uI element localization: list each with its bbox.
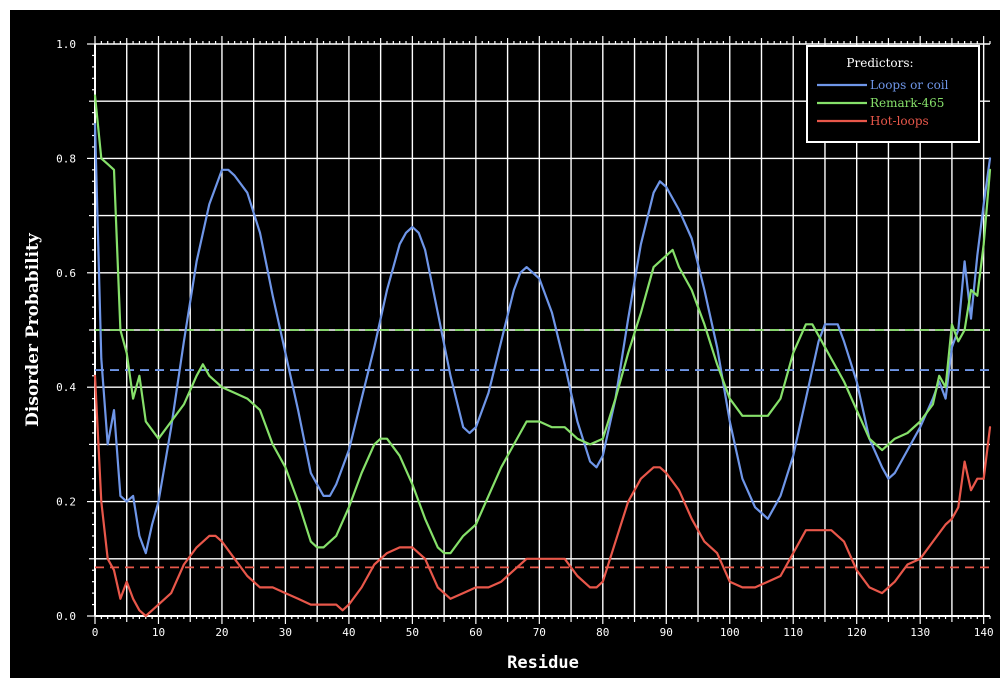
y-tick-label: 0.6: [56, 267, 76, 280]
legend-label: Remark-465: [870, 96, 944, 110]
x-tick-label: 60: [469, 626, 482, 639]
y-tick-labels: 0.0 0.2 0.4 0.6 0.8 1.0: [56, 38, 76, 623]
y-tick-label: 1.0: [56, 38, 76, 51]
chart-frame: 0 10 20 30 40 50 60 70 80 90 100 110 120 130 140 0.0 0.…: [10, 10, 1000, 678]
x-tick-label: 130: [910, 626, 930, 639]
x-tick-label: 100: [720, 626, 740, 639]
x-tick-label: 30: [279, 626, 292, 639]
threshold-lines: [95, 329, 990, 569]
x-tick-label: 20: [215, 626, 228, 639]
series-line: [93, 122, 992, 555]
x-tick-label: 10: [152, 626, 165, 639]
x-tick-label: 140: [974, 626, 994, 639]
legend-label: Loops or coil: [870, 78, 949, 92]
x-tick-label: 90: [660, 626, 673, 639]
x-tick-label: 0: [92, 626, 99, 639]
legend-items: Loops or coil Remark-465 Hot-loops: [817, 78, 949, 128]
series-line: [93, 374, 992, 618]
legend: Predictors: Loops or coil Remark-465 Hot-l…: [806, 45, 980, 143]
y-tick-label: 0.2: [56, 496, 76, 509]
x-tick-label: 80: [596, 626, 609, 639]
disorder-probability-chart: 0 10 20 30 40 50 60 70 80 90 100 110 120 130 140 0.00.…: [23, 36, 994, 673]
y-tick-label: 0.4: [56, 381, 76, 394]
x-tick-label: 40: [342, 626, 355, 639]
legend-label: Hot-loops: [870, 114, 929, 128]
x-tick-label: 120: [847, 626, 867, 639]
y-tick-label: 0.0: [56, 610, 76, 623]
x-tick-label: 110: [783, 626, 803, 639]
ticks: [87, 36, 991, 624]
x-tick-label: 50: [406, 626, 419, 639]
series-line: [93, 94, 992, 555]
x-tick-label: 70: [533, 626, 546, 639]
x-tick-labels: 0 10 20 30 40 50 60 70 80 90 100 110 120 130 140: [92, 626, 994, 639]
series-lines: [93, 94, 992, 618]
x-axis-title: Residue: [507, 653, 579, 673]
y-tick-label: 0.8: [56, 152, 76, 165]
y-axis-title: Disorder Probability: [23, 232, 43, 427]
legend-box: [806, 45, 980, 143]
legend-title: Predictors:: [846, 56, 913, 70]
